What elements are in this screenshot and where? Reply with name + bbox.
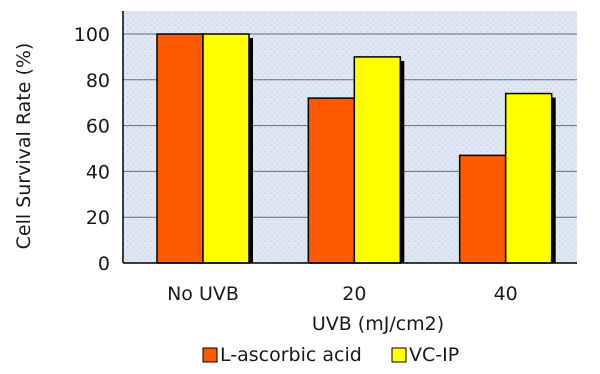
bar-l-ascorbic-acid-0 (156, 33, 204, 264)
legend-label-vc-ip: VC-IP (409, 344, 459, 366)
bar-l-ascorbic-acid-1 (307, 97, 356, 264)
bar-l-ascorbic-acid-2 (458, 154, 507, 264)
y-tick-label-100: 100 (74, 24, 110, 46)
bar-vc-ip-0 (202, 33, 250, 264)
x-tick-label-2: 40 (494, 283, 518, 305)
y-tick-labels: 0 20 40 60 80 100 (74, 24, 110, 275)
bars (156, 33, 556, 264)
legend-label-l-ascorbic-acid: L-ascorbic acid (220, 344, 362, 366)
y-tick-label-80: 80 (86, 70, 110, 92)
legend-swatch-vc-ip (391, 347, 407, 363)
x-axis-title: UVB (mJ/cm2) (312, 313, 444, 335)
legend: L-ascorbic acid VC-IP (202, 344, 459, 366)
y-tick-label-20: 20 (86, 207, 110, 229)
legend-swatch-l-ascorbic-acid (202, 347, 218, 363)
x-tick-labels: No UVB 20 40 (167, 283, 518, 305)
x-tick-label-1: 20 (342, 283, 366, 305)
y-axis-title: Cell Survival Rate (%) (13, 43, 35, 250)
bar-vc-ip-2 (504, 92, 553, 264)
y-tick-label-60: 60 (86, 116, 110, 138)
y-tick-label-0: 0 (98, 253, 110, 275)
x-tick-label-0: No UVB (167, 283, 239, 305)
y-tick-label-40: 40 (86, 161, 110, 183)
bar-vc-ip-1 (353, 56, 402, 264)
